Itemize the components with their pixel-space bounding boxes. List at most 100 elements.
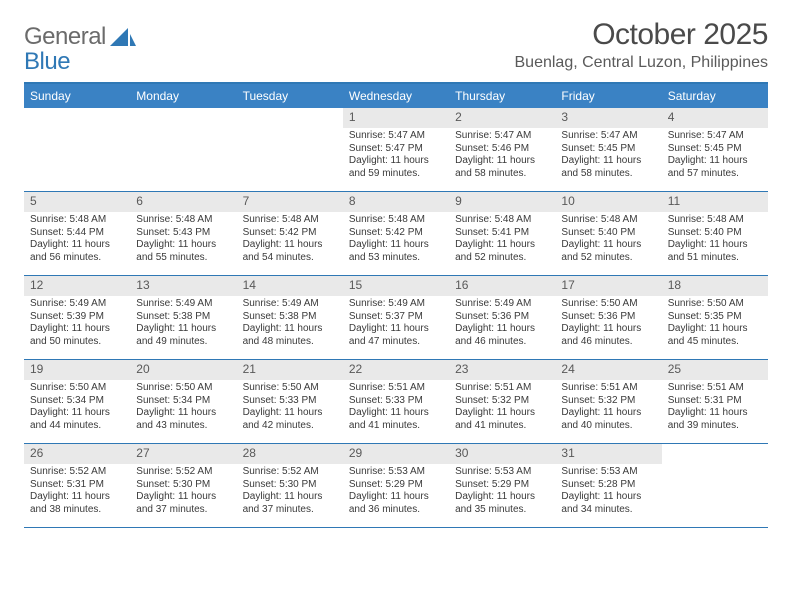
- daylight-text: Daylight: 11 hours and 34 minutes.: [561, 491, 655, 517]
- day-number: 15: [343, 276, 449, 295]
- day-detail: Sunrise: 5:48 AMSunset: 5:41 PMDaylight:…: [449, 212, 555, 269]
- day-detail: Sunrise: 5:48 AMSunset: 5:43 PMDaylight:…: [130, 212, 236, 269]
- calendar-cell: 18Sunrise: 5:50 AMSunset: 5:35 PMDayligh…: [662, 276, 768, 359]
- sunrise-text: Sunrise: 5:53 AM: [349, 466, 443, 479]
- sunrise-text: Sunrise: 5:50 AM: [243, 382, 337, 395]
- sunrise-text: Sunrise: 5:52 AM: [243, 466, 337, 479]
- calendar-cell: 16Sunrise: 5:49 AMSunset: 5:36 PMDayligh…: [449, 276, 555, 359]
- day-detail: Sunrise: 5:48 AMSunset: 5:42 PMDaylight:…: [237, 212, 343, 269]
- day-number: 6: [130, 192, 236, 211]
- daylight-text: Daylight: 11 hours and 49 minutes.: [136, 323, 230, 349]
- daylight-text: Daylight: 11 hours and 39 minutes.: [668, 407, 762, 433]
- location-subtitle: Buenlag, Central Luzon, Philippines: [515, 54, 769, 72]
- weekday-header: Tuesday: [237, 84, 343, 108]
- calendar-cell: 5Sunrise: 5:48 AMSunset: 5:44 PMDaylight…: [24, 192, 130, 275]
- daylight-text: Daylight: 11 hours and 57 minutes.: [668, 155, 762, 181]
- sunrise-text: Sunrise: 5:48 AM: [30, 214, 124, 227]
- daylight-text: Daylight: 11 hours and 55 minutes.: [136, 239, 230, 265]
- calendar-cell: 2Sunrise: 5:47 AMSunset: 5:46 PMDaylight…: [449, 108, 555, 191]
- day-number: 13: [130, 276, 236, 295]
- sunset-text: Sunset: 5:33 PM: [349, 395, 443, 408]
- day-number: 21: [237, 360, 343, 379]
- calendar-cell: 21Sunrise: 5:50 AMSunset: 5:33 PMDayligh…: [237, 360, 343, 443]
- day-detail: Sunrise: 5:49 AMSunset: 5:39 PMDaylight:…: [24, 296, 130, 353]
- calendar-week: 26Sunrise: 5:52 AMSunset: 5:31 PMDayligh…: [24, 444, 768, 528]
- daylight-text: Daylight: 11 hours and 48 minutes.: [243, 323, 337, 349]
- day-detail: Sunrise: 5:52 AMSunset: 5:31 PMDaylight:…: [24, 464, 130, 521]
- daylight-text: Daylight: 11 hours and 47 minutes.: [349, 323, 443, 349]
- day-detail: Sunrise: 5:48 AMSunset: 5:42 PMDaylight:…: [343, 212, 449, 269]
- sunset-text: Sunset: 5:29 PM: [455, 479, 549, 492]
- daylight-text: Daylight: 11 hours and 44 minutes.: [30, 407, 124, 433]
- day-detail: Sunrise: 5:50 AMSunset: 5:35 PMDaylight:…: [662, 296, 768, 353]
- header-bar: General Blue October 2025 Buenlag, Centr…: [24, 18, 768, 74]
- calendar-cell: 3Sunrise: 5:47 AMSunset: 5:45 PMDaylight…: [555, 108, 661, 191]
- sunrise-text: Sunrise: 5:48 AM: [561, 214, 655, 227]
- calendar-cell: 7Sunrise: 5:48 AMSunset: 5:42 PMDaylight…: [237, 192, 343, 275]
- daylight-text: Daylight: 11 hours and 40 minutes.: [561, 407, 655, 433]
- day-number: 29: [343, 444, 449, 463]
- day-number: 16: [449, 276, 555, 295]
- sunset-text: Sunset: 5:30 PM: [243, 479, 337, 492]
- day-number: 25: [662, 360, 768, 379]
- daylight-text: Daylight: 11 hours and 45 minutes.: [668, 323, 762, 349]
- daylight-text: Daylight: 11 hours and 46 minutes.: [455, 323, 549, 349]
- daylight-text: Daylight: 11 hours and 41 minutes.: [455, 407, 549, 433]
- sunset-text: Sunset: 5:43 PM: [136, 227, 230, 240]
- sunset-text: Sunset: 5:40 PM: [561, 227, 655, 240]
- weekday-header: Saturday: [662, 84, 768, 108]
- calendar-cell: 13Sunrise: 5:49 AMSunset: 5:38 PMDayligh…: [130, 276, 236, 359]
- sunset-text: Sunset: 5:47 PM: [349, 143, 443, 156]
- weekday-header: Wednesday: [343, 84, 449, 108]
- daylight-text: Daylight: 11 hours and 59 minutes.: [349, 155, 443, 181]
- sunrise-text: Sunrise: 5:50 AM: [561, 298, 655, 311]
- sunrise-text: Sunrise: 5:48 AM: [668, 214, 762, 227]
- calendar-cell: [24, 108, 130, 191]
- daylight-text: Daylight: 11 hours and 58 minutes.: [455, 155, 549, 181]
- brand-word-1: General: [24, 23, 106, 50]
- daylight-text: Daylight: 11 hours and 54 minutes.: [243, 239, 337, 265]
- day-detail: Sunrise: 5:47 AMSunset: 5:46 PMDaylight:…: [449, 128, 555, 185]
- sunset-text: Sunset: 5:44 PM: [30, 227, 124, 240]
- sunrise-text: Sunrise: 5:47 AM: [561, 130, 655, 143]
- sunset-text: Sunset: 5:37 PM: [349, 311, 443, 324]
- day-number: 30: [449, 444, 555, 463]
- day-detail: Sunrise: 5:49 AMSunset: 5:38 PMDaylight:…: [130, 296, 236, 353]
- daylight-text: Daylight: 11 hours and 53 minutes.: [349, 239, 443, 265]
- sunset-text: Sunset: 5:40 PM: [668, 227, 762, 240]
- calendar-cell: 6Sunrise: 5:48 AMSunset: 5:43 PMDaylight…: [130, 192, 236, 275]
- day-number: 17: [555, 276, 661, 295]
- day-detail: Sunrise: 5:47 AMSunset: 5:45 PMDaylight:…: [555, 128, 661, 185]
- day-number: 11: [662, 192, 768, 211]
- calendar-cell: 10Sunrise: 5:48 AMSunset: 5:40 PMDayligh…: [555, 192, 661, 275]
- day-number: 20: [130, 360, 236, 379]
- calendar-cell: 1Sunrise: 5:47 AMSunset: 5:47 PMDaylight…: [343, 108, 449, 191]
- sunset-text: Sunset: 5:29 PM: [349, 479, 443, 492]
- calendar-cell: 31Sunrise: 5:53 AMSunset: 5:28 PMDayligh…: [555, 444, 661, 527]
- calendar-cell: [130, 108, 236, 191]
- calendar-cell: 19Sunrise: 5:50 AMSunset: 5:34 PMDayligh…: [24, 360, 130, 443]
- brand-logo: General Blue: [24, 18, 136, 74]
- sunset-text: Sunset: 5:36 PM: [561, 311, 655, 324]
- day-detail: Sunrise: 5:50 AMSunset: 5:36 PMDaylight:…: [555, 296, 661, 353]
- sunrise-text: Sunrise: 5:49 AM: [136, 298, 230, 311]
- sunset-text: Sunset: 5:45 PM: [561, 143, 655, 156]
- calendar-cell: 30Sunrise: 5:53 AMSunset: 5:29 PMDayligh…: [449, 444, 555, 527]
- sunrise-text: Sunrise: 5:50 AM: [30, 382, 124, 395]
- day-detail: Sunrise: 5:48 AMSunset: 5:40 PMDaylight:…: [555, 212, 661, 269]
- weekday-header: Monday: [130, 84, 236, 108]
- day-number: 9: [449, 192, 555, 211]
- calendar-cell: 23Sunrise: 5:51 AMSunset: 5:32 PMDayligh…: [449, 360, 555, 443]
- day-number: 28: [237, 444, 343, 463]
- sunrise-text: Sunrise: 5:53 AM: [455, 466, 549, 479]
- calendar-cell: 17Sunrise: 5:50 AMSunset: 5:36 PMDayligh…: [555, 276, 661, 359]
- calendar-cell: 11Sunrise: 5:48 AMSunset: 5:40 PMDayligh…: [662, 192, 768, 275]
- sunrise-text: Sunrise: 5:49 AM: [243, 298, 337, 311]
- sunrise-text: Sunrise: 5:49 AM: [349, 298, 443, 311]
- calendar-cell: 24Sunrise: 5:51 AMSunset: 5:32 PMDayligh…: [555, 360, 661, 443]
- daylight-text: Daylight: 11 hours and 52 minutes.: [455, 239, 549, 265]
- daylight-text: Daylight: 11 hours and 37 minutes.: [136, 491, 230, 517]
- sunrise-text: Sunrise: 5:48 AM: [243, 214, 337, 227]
- day-detail: Sunrise: 5:49 AMSunset: 5:37 PMDaylight:…: [343, 296, 449, 353]
- sunset-text: Sunset: 5:45 PM: [668, 143, 762, 156]
